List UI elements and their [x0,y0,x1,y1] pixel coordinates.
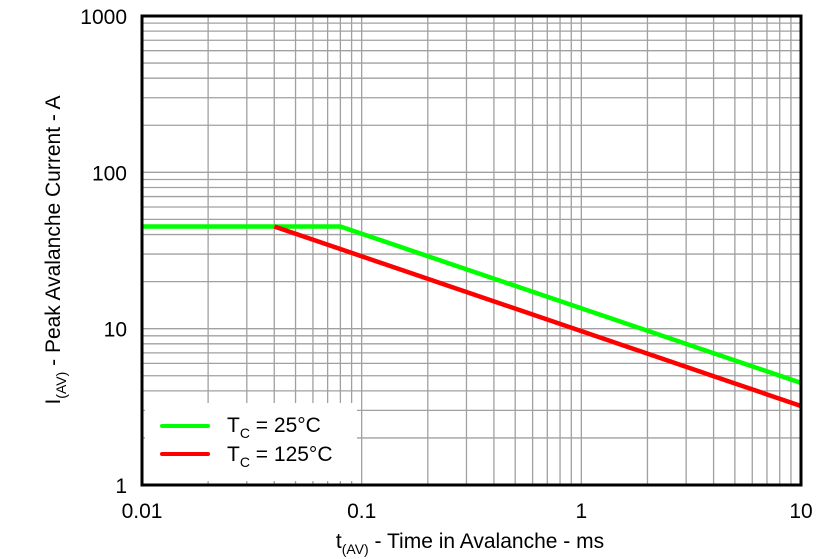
plot-frame [140,14,803,487]
x-axis-ticks: 0.01 0.1 1 10 [122,500,813,523]
grid-lines [142,16,801,485]
x-tick-label: 0.1 [347,500,376,523]
series-line-1 [273,224,802,409]
data-series [142,224,802,409]
x-axis-label: t(AV) - Time in Avalanche - ms [336,530,604,557]
legend: TC = 25°C TC = 125°C [145,403,357,481]
x-tick-label: 0.01 [122,500,163,523]
y-axis-label: I(AV) - Peak Avalanche Current - A [42,95,69,404]
y-axis-ticks: 1 10 100 1000 [80,6,127,498]
x-tick-label: 10 [789,500,812,523]
y-tick-label: 100 [92,162,127,185]
x-tick-label: 1 [575,500,587,523]
series-line-0 [142,224,802,386]
legend-label-125c: TC = 125°C [227,443,333,470]
y-tick-label: 1 [115,475,127,498]
y-tick-label: 10 [104,319,127,342]
legend-label-25c: TC = 25°C [227,414,321,441]
y-tick-label: 1000 [80,6,127,29]
